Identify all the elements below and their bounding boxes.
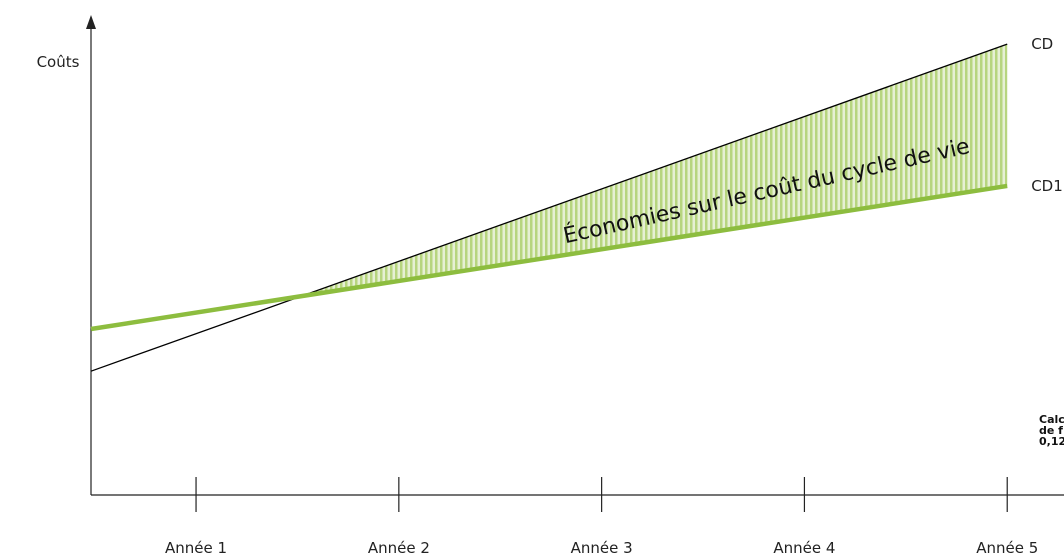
- line-label: CD: [1031, 35, 1053, 53]
- x-tick-label: Année 5: [976, 539, 1038, 555]
- y-axis-label: Coûts: [37, 53, 80, 71]
- note-text: de f: [1039, 424, 1063, 437]
- x-tick-label: Année 3: [571, 539, 633, 555]
- x-tick-label: Année 1: [165, 539, 227, 555]
- x-tick-label: Année 4: [773, 539, 835, 555]
- note-text: 0,12: [1039, 435, 1064, 448]
- line-label: CD1: [1031, 177, 1063, 195]
- x-tick-label: Année 2: [368, 539, 430, 555]
- line: [90, 183, 1008, 332]
- note-text: Calc: [1039, 413, 1064, 426]
- line: [90, 43, 1008, 372]
- y-axis-arrow: [86, 15, 96, 29]
